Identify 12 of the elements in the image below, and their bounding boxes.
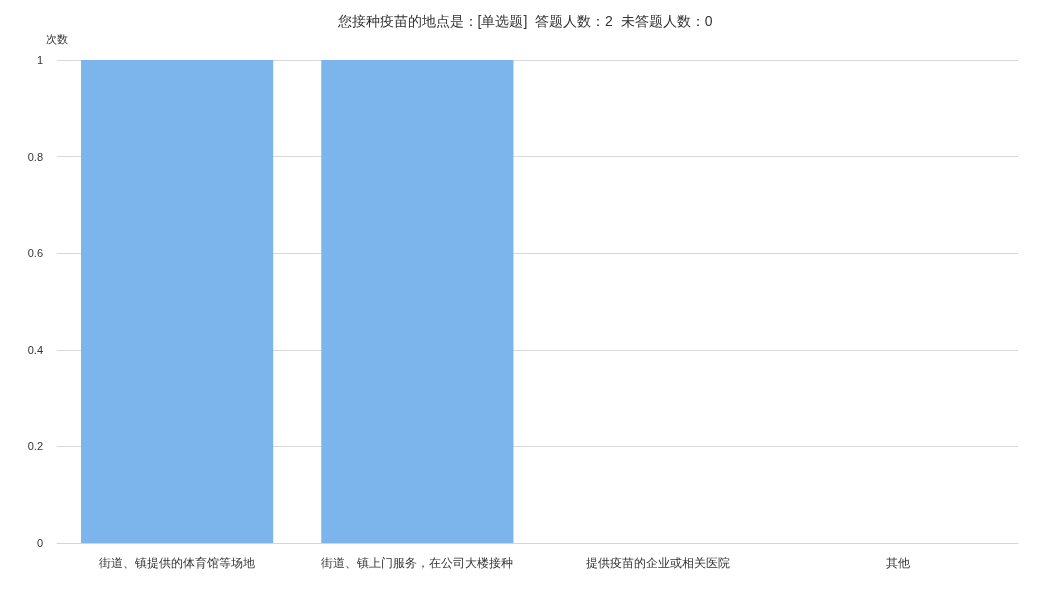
x-tick-label: 提供疫苗的企业或相关医院 bbox=[585, 556, 730, 570]
chart-title: 您接种疫苗的地点是：[单选题] 答题人数：2 未答题人数：0 bbox=[336, 13, 713, 29]
y-tick-label: 0.4 bbox=[27, 343, 43, 356]
x-tick-label: 街道、镇提供的体育馆等场地 bbox=[99, 556, 256, 570]
y-tick-label: 0.2 bbox=[27, 440, 43, 453]
y-tick-label: 0.6 bbox=[27, 247, 43, 260]
x-tick-label: 其他 bbox=[885, 556, 910, 570]
y-tick-label: 1 bbox=[36, 54, 43, 66]
y-tick-label: 0.8 bbox=[27, 150, 43, 163]
y-axis-title: 次数 bbox=[46, 32, 68, 45]
y-tick-label: 0 bbox=[36, 537, 43, 549]
x-tick-label: 街道、镇上门服务，在公司大楼接种 bbox=[321, 556, 514, 570]
